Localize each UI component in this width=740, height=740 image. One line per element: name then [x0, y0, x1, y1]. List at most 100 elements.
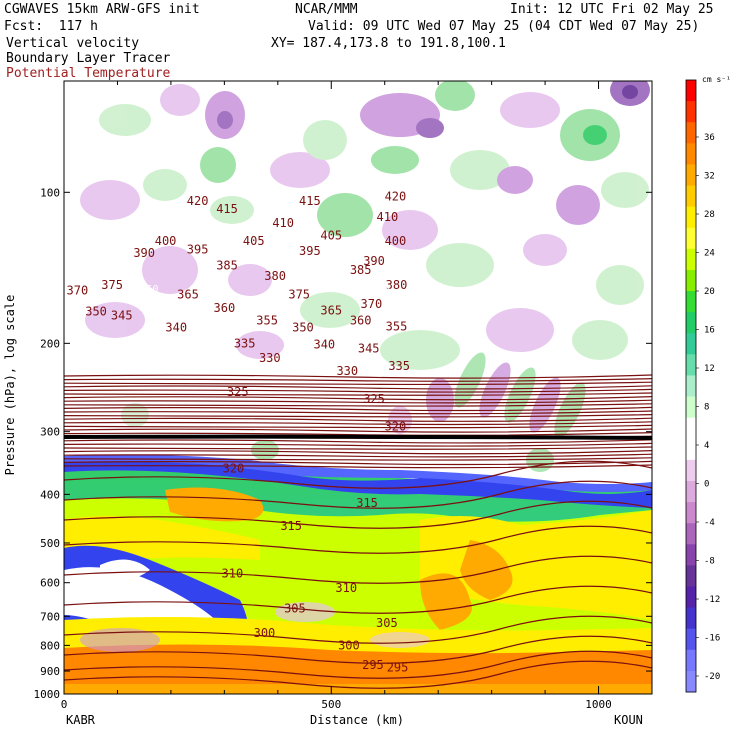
theta-label: 295: [387, 660, 409, 674]
x-axis-label: Distance (km): [310, 713, 404, 727]
theta-label: 340: [313, 337, 335, 351]
y-tick-label: 1000: [34, 688, 61, 701]
level-line-label: 150: [372, 287, 390, 298]
theta-label: 360: [214, 301, 236, 315]
endpoint-left: KABR: [66, 713, 96, 727]
theta-label: 380: [264, 269, 286, 283]
theta-label: 335: [234, 336, 256, 350]
colorbar-swatch: [686, 670, 696, 693]
theta-label: 355: [386, 319, 408, 333]
theta-label: 360: [350, 313, 372, 327]
theta-label: 370: [67, 284, 89, 298]
colorbar-label: 12: [704, 364, 715, 374]
theta-label: 420: [385, 190, 407, 204]
header-model-title: CGWAVES 15km ARW-GFS init: [4, 2, 200, 17]
theta-label: 415: [299, 194, 321, 208]
colorbar-label: 8: [704, 403, 709, 413]
theta-label: 375: [101, 278, 123, 292]
y-tick-label: 500: [40, 537, 60, 550]
theta-label: 395: [187, 242, 209, 256]
theta-label: 310: [222, 566, 244, 580]
level-line-label: 150: [140, 284, 158, 295]
colorbar-label: -20: [704, 672, 720, 682]
theta-label: 405: [243, 234, 265, 248]
y-tick-label: 900: [40, 665, 60, 678]
theta-label: 370: [361, 297, 383, 311]
field-potential-temperature: Potential Temperature: [6, 66, 171, 81]
theta-label: 320: [223, 461, 245, 475]
colorbar-swatch: [686, 206, 696, 229]
colorbar-swatch: [686, 143, 696, 165]
theta-label: 330: [336, 364, 358, 378]
colorbar-label: -16: [704, 634, 720, 644]
colorbar-label: 20: [704, 287, 715, 297]
colorbar-swatch: [686, 628, 696, 651]
colorbar-swatch: [686, 586, 696, 609]
colorbar-swatch: [686, 502, 696, 524]
colorbar-swatch: [686, 565, 696, 587]
theta-contours: [64, 374, 652, 689]
theta-label: 310: [335, 581, 357, 595]
colorbar-swatch: [686, 544, 696, 566]
plot-frame: [63, 80, 653, 695]
colorbar-swatch: [686, 185, 696, 208]
colorbar-swatch: [686, 459, 696, 482]
theta-label: 325: [227, 385, 249, 399]
colorbar-label: 16: [704, 326, 715, 336]
colorbar-swatch: [686, 438, 696, 461]
theta-label: 365: [177, 288, 199, 302]
theta-label: 315: [280, 519, 302, 533]
theta-label: 355: [256, 313, 278, 327]
colorbar-swatch: [686, 269, 696, 292]
theta-label: 350: [85, 305, 107, 319]
colorbar-swatch: [686, 396, 696, 419]
x-tick-label: 0: [61, 698, 68, 711]
colorbar-label: 4: [704, 441, 709, 451]
colorbar-unit: cm s⁻¹: [702, 75, 731, 84]
velocity-field: [64, 81, 652, 694]
theta-label: 415: [216, 202, 238, 216]
theta-label: 410: [377, 210, 399, 224]
colorbar-swatch: [686, 417, 696, 440]
colorbar-label: 36: [704, 133, 715, 143]
theta-label: 410: [272, 216, 294, 230]
colorbar: cm s⁻¹ 36 32 28 24 20 16 12 8 4 0 -4 -8 -12 -16 -20: [685, 75, 731, 693]
theta-label: 305: [284, 601, 306, 615]
colorbar-label: -4: [704, 518, 715, 528]
y-tick-label: 400: [40, 488, 60, 501]
theta-label: 385: [350, 263, 372, 277]
theta-label: 330: [259, 351, 281, 365]
x-tick-label: 500: [321, 698, 341, 711]
header-forecast-hour: Fcst: 117 h: [4, 19, 98, 34]
theta-label: 300: [254, 626, 276, 640]
y-axis-label: Pressure (hPa), log scale: [3, 295, 17, 476]
y-tick-label: 300: [40, 426, 60, 439]
header-xy-range: XY= 187.4,173.8 to 191.8,100.1: [271, 36, 506, 51]
theta-label: 305: [376, 616, 398, 630]
colorbar-swatch: [686, 101, 696, 123]
theta-label: 400: [385, 234, 407, 248]
theta-label: 395: [299, 244, 321, 258]
theta-label: 380: [386, 278, 408, 292]
field-vertical-velocity: Vertical velocity: [6, 36, 140, 51]
theta-label: 420: [187, 194, 209, 208]
colorbar-swatch: [686, 122, 696, 144]
theta-label: 350: [292, 321, 314, 335]
colorbar-label: -8: [704, 557, 715, 567]
y-tick-label: 200: [40, 337, 60, 350]
y-tick-label: 800: [40, 639, 60, 652]
colorbar-swatch: [686, 80, 696, 102]
theta-label: 340: [165, 321, 187, 335]
theta-label: 385: [216, 259, 238, 273]
colorbar-swatch: [686, 164, 696, 187]
theta-label: 375: [288, 288, 310, 302]
theta-label: 315: [356, 496, 378, 510]
header-org: NCAR/MMM: [295, 2, 358, 17]
colorbar-swatch: [686, 649, 696, 672]
theta-label: 345: [111, 308, 133, 322]
colorbar-label: 32: [704, 172, 715, 182]
field-boundary-layer-tracer: Boundary Layer Tracer: [6, 51, 171, 66]
